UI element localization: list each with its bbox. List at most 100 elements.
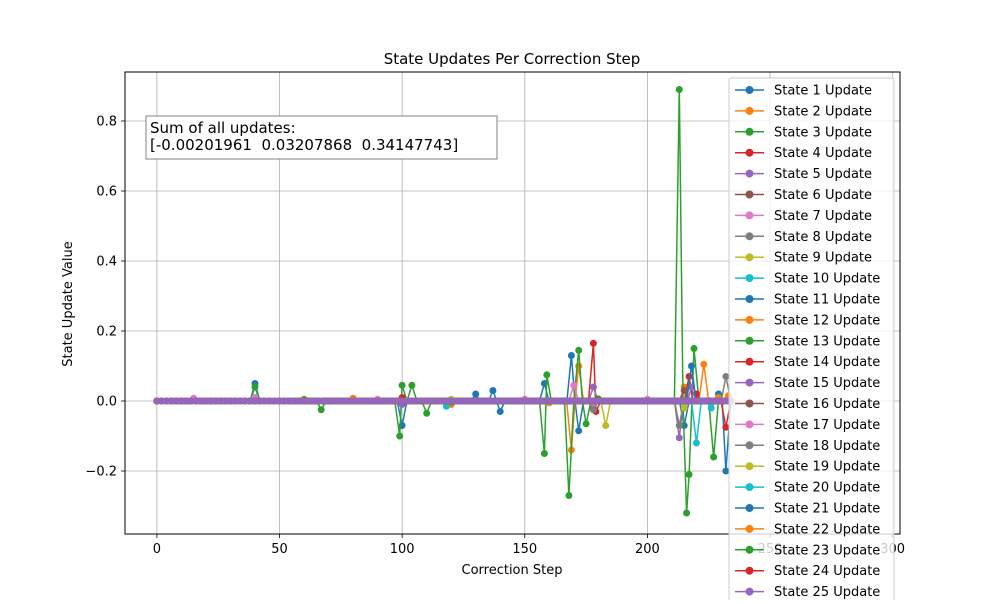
legend: State 1 Update State 2 Update State 3 Upda… bbox=[728, 77, 895, 604]
data-point bbox=[221, 397, 229, 405]
data-point bbox=[475, 397, 483, 405]
legend-marker bbox=[745, 190, 754, 199]
legend-marker bbox=[745, 441, 754, 450]
legend-label: State 19 Update bbox=[774, 460, 880, 475]
legend-label: State 9 Update bbox=[774, 251, 872, 266]
data-point bbox=[607, 397, 615, 405]
data-point bbox=[417, 397, 425, 405]
legend-marker bbox=[745, 566, 754, 575]
legend-item: State 8 Update bbox=[735, 230, 872, 245]
data-point bbox=[514, 397, 522, 405]
data-point bbox=[408, 381, 416, 389]
legend-item: State 16 Update bbox=[735, 397, 880, 412]
x-tick-label: 0 bbox=[153, 542, 161, 557]
legend-marker bbox=[745, 524, 754, 533]
legend-marker bbox=[745, 169, 754, 178]
data-point bbox=[158, 397, 166, 405]
data-point bbox=[358, 397, 366, 405]
legend-label: State 6 Update bbox=[774, 188, 872, 203]
data-point bbox=[710, 397, 718, 405]
data-point bbox=[641, 397, 649, 405]
data-point bbox=[466, 397, 473, 405]
data-point bbox=[426, 397, 434, 405]
legend-label: State 21 Update bbox=[774, 502, 880, 517]
data-point bbox=[290, 397, 298, 405]
data-point bbox=[593, 397, 600, 405]
data-point bbox=[489, 387, 497, 394]
data-point bbox=[470, 397, 478, 405]
annotation-frame bbox=[145, 115, 498, 160]
legend-marker bbox=[745, 295, 754, 303]
data-point bbox=[700, 360, 708, 368]
data-point bbox=[612, 397, 620, 405]
data-point bbox=[339, 397, 346, 405]
legend-item: State 4 Update bbox=[735, 146, 872, 161]
data-point bbox=[583, 397, 591, 405]
legend-label: State 7 Update bbox=[774, 209, 872, 224]
data-point bbox=[719, 397, 727, 405]
data-point bbox=[700, 397, 708, 405]
legend-item: State 9 Update bbox=[735, 251, 872, 266]
data-point bbox=[187, 397, 195, 405]
data-point bbox=[324, 397, 332, 405]
data-point bbox=[212, 397, 219, 405]
data-point bbox=[563, 397, 571, 405]
data-point bbox=[505, 397, 512, 405]
data-point bbox=[363, 397, 371, 405]
data-point bbox=[280, 397, 288, 405]
data-point bbox=[661, 397, 669, 405]
legend-label: State 18 Update bbox=[774, 439, 880, 454]
y-tick-label: −0.2 bbox=[85, 465, 117, 480]
data-point bbox=[382, 397, 390, 405]
data-point bbox=[676, 397, 683, 405]
data-point bbox=[602, 397, 610, 405]
y-tick-label: 0.2 bbox=[96, 325, 117, 340]
series-line bbox=[156, 355, 732, 472]
legend-label: State 16 Update bbox=[774, 397, 880, 412]
legend-label: State 14 Update bbox=[774, 355, 880, 370]
data-point bbox=[442, 402, 450, 410]
data-point bbox=[398, 381, 406, 389]
y-tick-label: 0.0 bbox=[96, 395, 117, 410]
y-tick-label: 0.6 bbox=[96, 185, 117, 200]
data-point bbox=[715, 397, 723, 405]
legend-label: State 12 Update bbox=[774, 313, 880, 328]
data-point bbox=[255, 397, 263, 405]
series-line bbox=[156, 400, 729, 444]
legend-marker bbox=[745, 106, 754, 115]
series-10 bbox=[153, 397, 732, 447]
legend-label: State 25 Update bbox=[774, 585, 880, 600]
data-point bbox=[226, 397, 234, 405]
legend-label: State 13 Update bbox=[774, 334, 880, 349]
data-point bbox=[646, 397, 654, 405]
data-point bbox=[485, 397, 493, 405]
legend-item: State 11 Update bbox=[735, 293, 880, 308]
series-line bbox=[156, 365, 729, 414]
series-11 bbox=[153, 362, 732, 415]
y-tick-label: 0.4 bbox=[96, 255, 117, 270]
data-point bbox=[675, 86, 683, 93]
legend-marker bbox=[745, 357, 754, 366]
legend-item: State 17 Update bbox=[735, 418, 880, 433]
data-point bbox=[441, 397, 449, 405]
data-point bbox=[192, 397, 200, 405]
legend-label: State 15 Update bbox=[774, 376, 880, 391]
data-point bbox=[397, 397, 405, 405]
data-point bbox=[685, 397, 693, 405]
data-point bbox=[692, 439, 700, 447]
data-point bbox=[446, 397, 454, 405]
data-point bbox=[651, 397, 659, 405]
legend-label: State 23 Update bbox=[774, 543, 880, 558]
data-point bbox=[575, 346, 583, 354]
annotation-box: Sum of all updates: [-0.00201961 0.03207… bbox=[145, 115, 498, 160]
data-point bbox=[451, 397, 459, 405]
data-point bbox=[685, 471, 693, 478]
data-point bbox=[472, 390, 480, 398]
legend-item: State 1 Update bbox=[735, 84, 872, 99]
legend-label: State 20 Update bbox=[774, 481, 880, 496]
data-point bbox=[710, 453, 718, 461]
legend-item: State 24 Update bbox=[735, 564, 880, 579]
data-point bbox=[182, 397, 190, 405]
data-point bbox=[436, 397, 444, 405]
